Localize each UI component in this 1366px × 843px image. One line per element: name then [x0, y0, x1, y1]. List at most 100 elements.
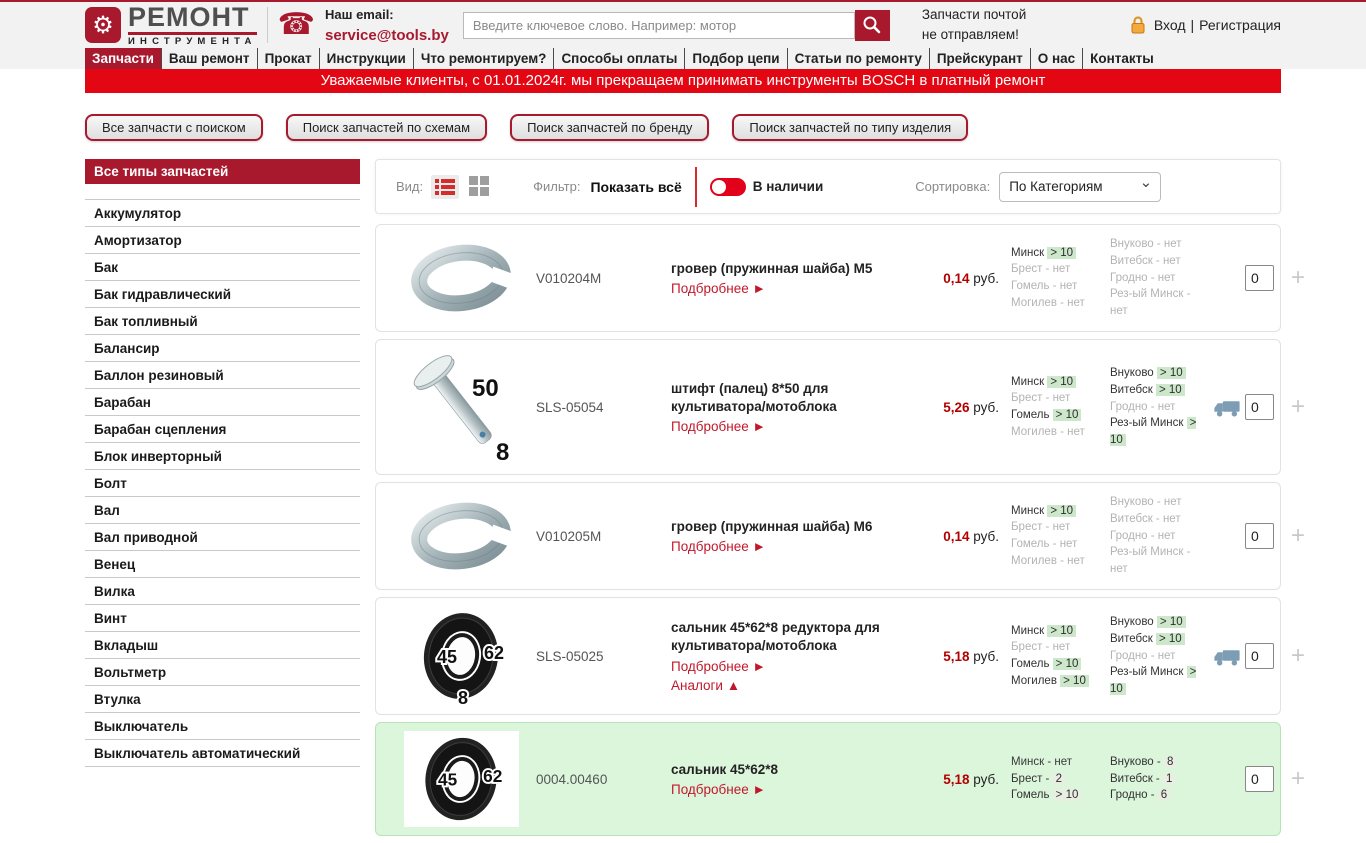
quantity-input[interactable]	[1245, 766, 1274, 792]
nav-item[interactable]: Инструкции	[320, 48, 414, 69]
stock-city-availability: Гродно - нет	[1110, 271, 1176, 284]
product-card: V010204M гровер (пружинная шайба) М5 Подбр…	[375, 224, 1305, 332]
nav-item[interactable]: Контакты	[1090, 51, 1154, 66]
price-value: 0,14	[943, 270, 970, 286]
sidebar-item[interactable]: Вал приводной	[85, 524, 360, 551]
stock-city-availability: Гродно - 6	[1110, 787, 1209, 804]
product-more-link[interactable]: Подбробнее ►	[671, 539, 766, 555]
in-stock-toggle[interactable]	[709, 177, 746, 196]
show-all-link[interactable]: Показать всё	[590, 178, 682, 195]
nav-item[interactable]: Подбор цепи	[685, 48, 788, 69]
product-price: 0,14 руб.	[943, 270, 999, 286]
product-title: гровер (пружинная шайба) М5	[671, 260, 873, 276]
sidebar-item[interactable]: Аккумулятор	[85, 200, 360, 227]
announcement-banner: Уважаемые клиенты, с 01.01.2024г. мы пре…	[85, 69, 1281, 93]
sidebar-item[interactable]: Втулка	[85, 686, 360, 713]
product-photo	[403, 491, 520, 581]
sidebar-item[interactable]: Барабан	[85, 389, 360, 416]
product-image	[386, 233, 536, 323]
stock-city-availability: Гродно - нет	[1110, 649, 1176, 662]
nav-item[interactable]: Прейскурант	[930, 48, 1031, 69]
stock-count-badge: > 10	[1156, 616, 1186, 629]
sidebar-item[interactable]: Бак гидравлический	[85, 281, 360, 308]
sidebar-item[interactable]: Винт	[85, 605, 360, 632]
product-more-link[interactable]: Подбробнее ►	[671, 782, 766, 798]
sidebar-item[interactable]: Выключатель автоматический	[85, 740, 360, 767]
stock-city-availability: Гродно - нет	[1110, 400, 1176, 413]
sidebar-item[interactable]: Барабан сцепления	[85, 416, 360, 443]
product-card: V010205M гровер (пружинная шайба) М6 Подбр…	[375, 482, 1305, 590]
price-value: 5,18	[943, 648, 970, 664]
quantity-input[interactable]	[1245, 643, 1274, 669]
quantity-input[interactable]	[1245, 523, 1274, 549]
product-photo: 45 62	[403, 731, 519, 827]
add-to-cart-plus[interactable]: +	[1290, 765, 1305, 792]
sidebar-item[interactable]: Бак	[85, 254, 360, 281]
add-to-cart-plus[interactable]: +	[1290, 393, 1305, 420]
product-title-block: сальник 45*62*8 Подбробнее ►	[671, 761, 916, 798]
sidebar-item[interactable]: Вкладыш	[85, 632, 360, 659]
nav-item[interactable]: Прокат	[258, 48, 320, 69]
stock-count-badge: > 10	[1052, 789, 1082, 802]
grid-view-icon[interactable]	[469, 175, 491, 198]
nav-item[interactable]: Ваш ремонт	[162, 48, 258, 69]
nav-item[interactable]: Способы оплаты	[554, 48, 686, 69]
search-button[interactable]	[854, 9, 890, 41]
sidebar-item[interactable]: Выключатель	[85, 713, 360, 740]
add-to-cart-plus[interactable]: +	[1290, 642, 1305, 669]
sidebar-item[interactable]: Вилка	[85, 578, 360, 605]
add-to-cart-plus[interactable]: +	[1290, 522, 1305, 549]
add-to-cart-plus[interactable]: +	[1290, 264, 1305, 291]
sidebar-item[interactable]: Вольтметр	[85, 659, 360, 686]
stock-city-availability: Гомель - нет	[1011, 538, 1078, 550]
stock-city-availability: Гродно - нет	[1110, 529, 1176, 542]
product-image: 50 8	[386, 348, 536, 468]
quantity-input[interactable]	[1245, 265, 1274, 291]
nav-item[interactable]: Что ремонтируем?	[414, 48, 555, 69]
logo-line1: РЕМОНТ	[128, 3, 257, 35]
site-logo[interactable]: ⚙ РЕМОНТ ИНСТРУМЕНТА	[85, 3, 257, 47]
stock-count-badge: > 10	[1052, 658, 1082, 670]
product-more-link[interactable]: Подбробнее ►	[671, 658, 766, 674]
nav-item[interactable]: О нас	[1031, 48, 1084, 69]
quick-search-button[interactable]: Все запчасти с поиском	[85, 114, 263, 141]
sidebar-item[interactable]: Вал	[85, 497, 360, 524]
sidebar-item[interactable]: Амортизатор	[85, 227, 360, 254]
search-input[interactable]	[462, 11, 855, 39]
stock-count-badge: 2	[1052, 772, 1065, 785]
email-link[interactable]: service@tools.by	[325, 26, 449, 44]
register-link[interactable]: Регистрация	[1199, 17, 1281, 33]
quick-search-button[interactable]: Поиск запчастей по бренду	[510, 114, 710, 141]
sidebar-item[interactable]: Балансир	[85, 335, 360, 362]
in-stock-label: В наличии	[752, 179, 824, 194]
quick-search-button[interactable]: Поиск запчастей по схемам	[285, 114, 488, 141]
stock-city-availability: Минск > 10	[1011, 623, 1110, 640]
product-photo: 50 8	[403, 348, 519, 468]
sidebar-item[interactable]: Болт	[85, 470, 360, 497]
search-icon	[861, 14, 883, 36]
login-link[interactable]: Вход	[1153, 17, 1186, 33]
list-view-icon[interactable]	[431, 174, 460, 199]
nav-item[interactable]: Запчасти	[85, 48, 162, 69]
sidebar-item[interactable]: Венец	[85, 551, 360, 578]
sort-select[interactable]: По Категориям	[999, 171, 1162, 202]
sidebar-item[interactable]: Блок инверторный	[85, 443, 360, 470]
svg-text:62: 62	[483, 766, 502, 786]
quick-search-button[interactable]: Поиск запчастей по типу изделия	[732, 114, 969, 141]
product-more-link[interactable]: Подбробнее ►	[671, 281, 766, 297]
header-band: ⚙ РЕМОНТ ИНСТРУМЕНТА ☎ Наш email: servic…	[0, 0, 1366, 69]
sidebar-item[interactable]: Бак топливный	[85, 308, 360, 335]
stock-city-availability: Внуково > 10	[1110, 365, 1209, 382]
nav-item[interactable]: Статьи по ремонту	[788, 48, 930, 69]
quantity-cell	[1245, 394, 1287, 420]
quantity-input[interactable]	[1245, 394, 1274, 420]
product-title: сальник 45*62*8 редуктора для культивато…	[671, 620, 880, 653]
product-analogs-link[interactable]: Аналоги ▲	[671, 677, 741, 693]
stock-column-left: Минск - нет Брест - 2 Гомель > 10	[1011, 754, 1110, 804]
product-more-link[interactable]: Подбробнее ►	[671, 419, 766, 435]
product-title-block: гровер (пружинная шайба) М6 Подбробнее ►	[671, 518, 916, 555]
sidebar-item[interactable]: Баллон резиновый	[85, 362, 360, 389]
stock-city-availability: Гомель > 10	[1011, 656, 1110, 673]
stock-count-badge: > 10	[1155, 632, 1185, 645]
stock-city-availability: Витебск - нет	[1110, 254, 1181, 267]
